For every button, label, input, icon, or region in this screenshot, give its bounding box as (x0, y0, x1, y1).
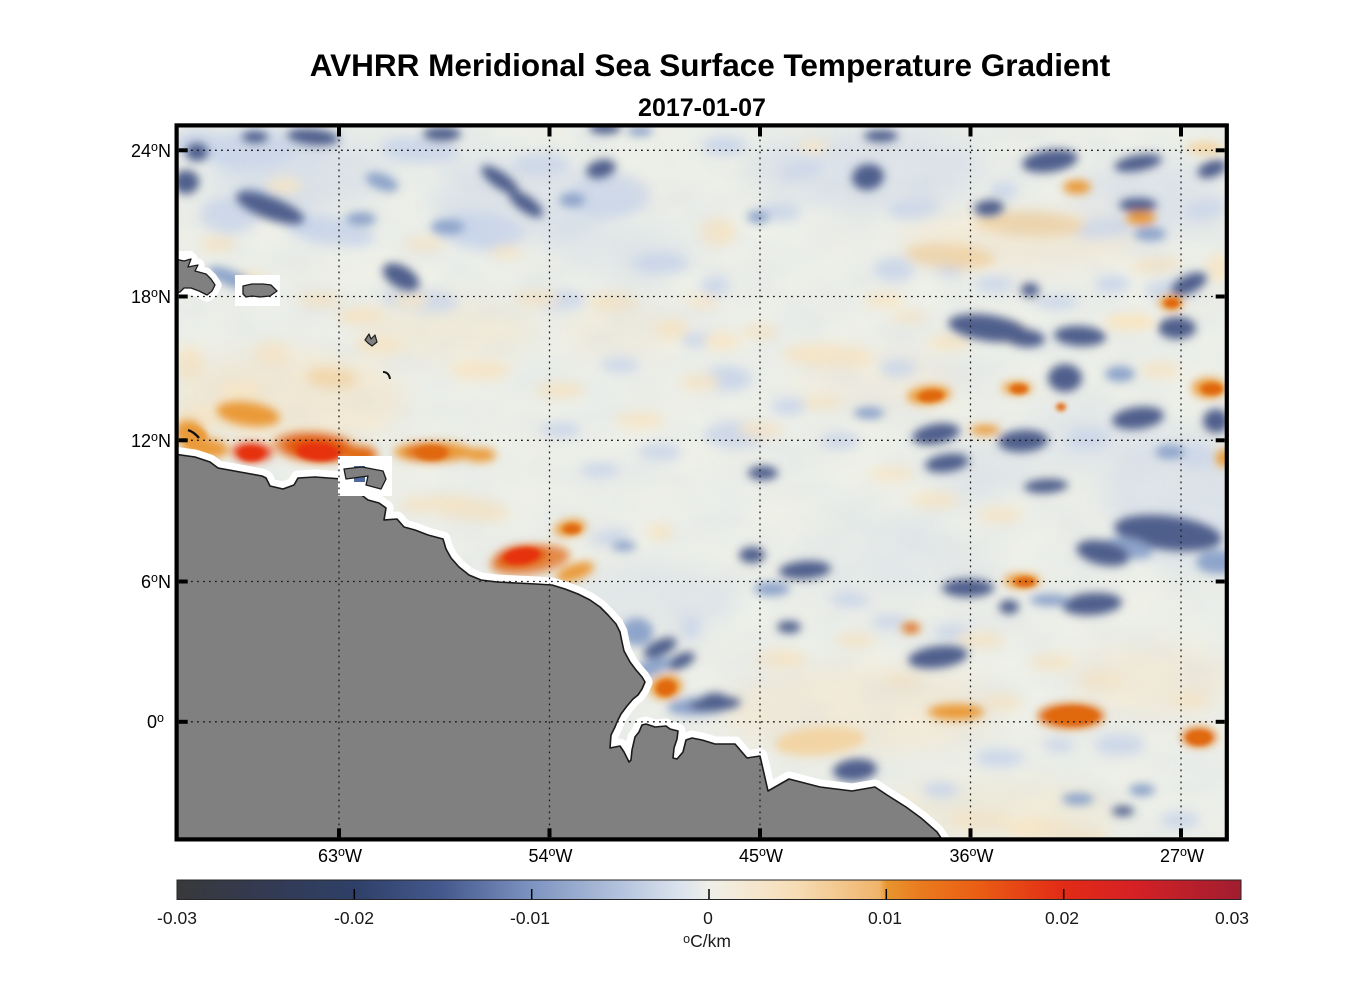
svg-text:2017-01-07: 2017-01-07 (638, 94, 766, 122)
svg-text:0.01: 0.01 (868, 908, 902, 928)
svg-text:45oW: 45oW (739, 845, 783, 866)
svg-text:36oW: 36oW (950, 845, 994, 866)
svg-text:18oN: 18oN (131, 286, 171, 307)
svg-text:6oN: 6oN (141, 571, 171, 592)
svg-text:0.02: 0.02 (1045, 908, 1079, 928)
svg-text:27oW: 27oW (1160, 845, 1204, 866)
svg-text:0: 0 (703, 908, 713, 928)
svg-text:63oW: 63oW (318, 845, 362, 866)
svg-text:12oN: 12oN (131, 430, 171, 451)
svg-text:oC/km: oC/km (683, 931, 731, 951)
svg-text:-0.01: -0.01 (510, 908, 550, 928)
svg-text:0.03: 0.03 (1215, 908, 1249, 928)
svg-text:-0.02: -0.02 (334, 908, 374, 928)
svg-text:24oN: 24oN (131, 140, 171, 161)
svg-text:54oW: 54oW (529, 845, 573, 866)
svg-text:-0.03: -0.03 (157, 908, 197, 928)
svg-text:AVHRR Meridional Sea Surface T: AVHRR Meridional Sea Surface Temperature… (310, 47, 1111, 83)
